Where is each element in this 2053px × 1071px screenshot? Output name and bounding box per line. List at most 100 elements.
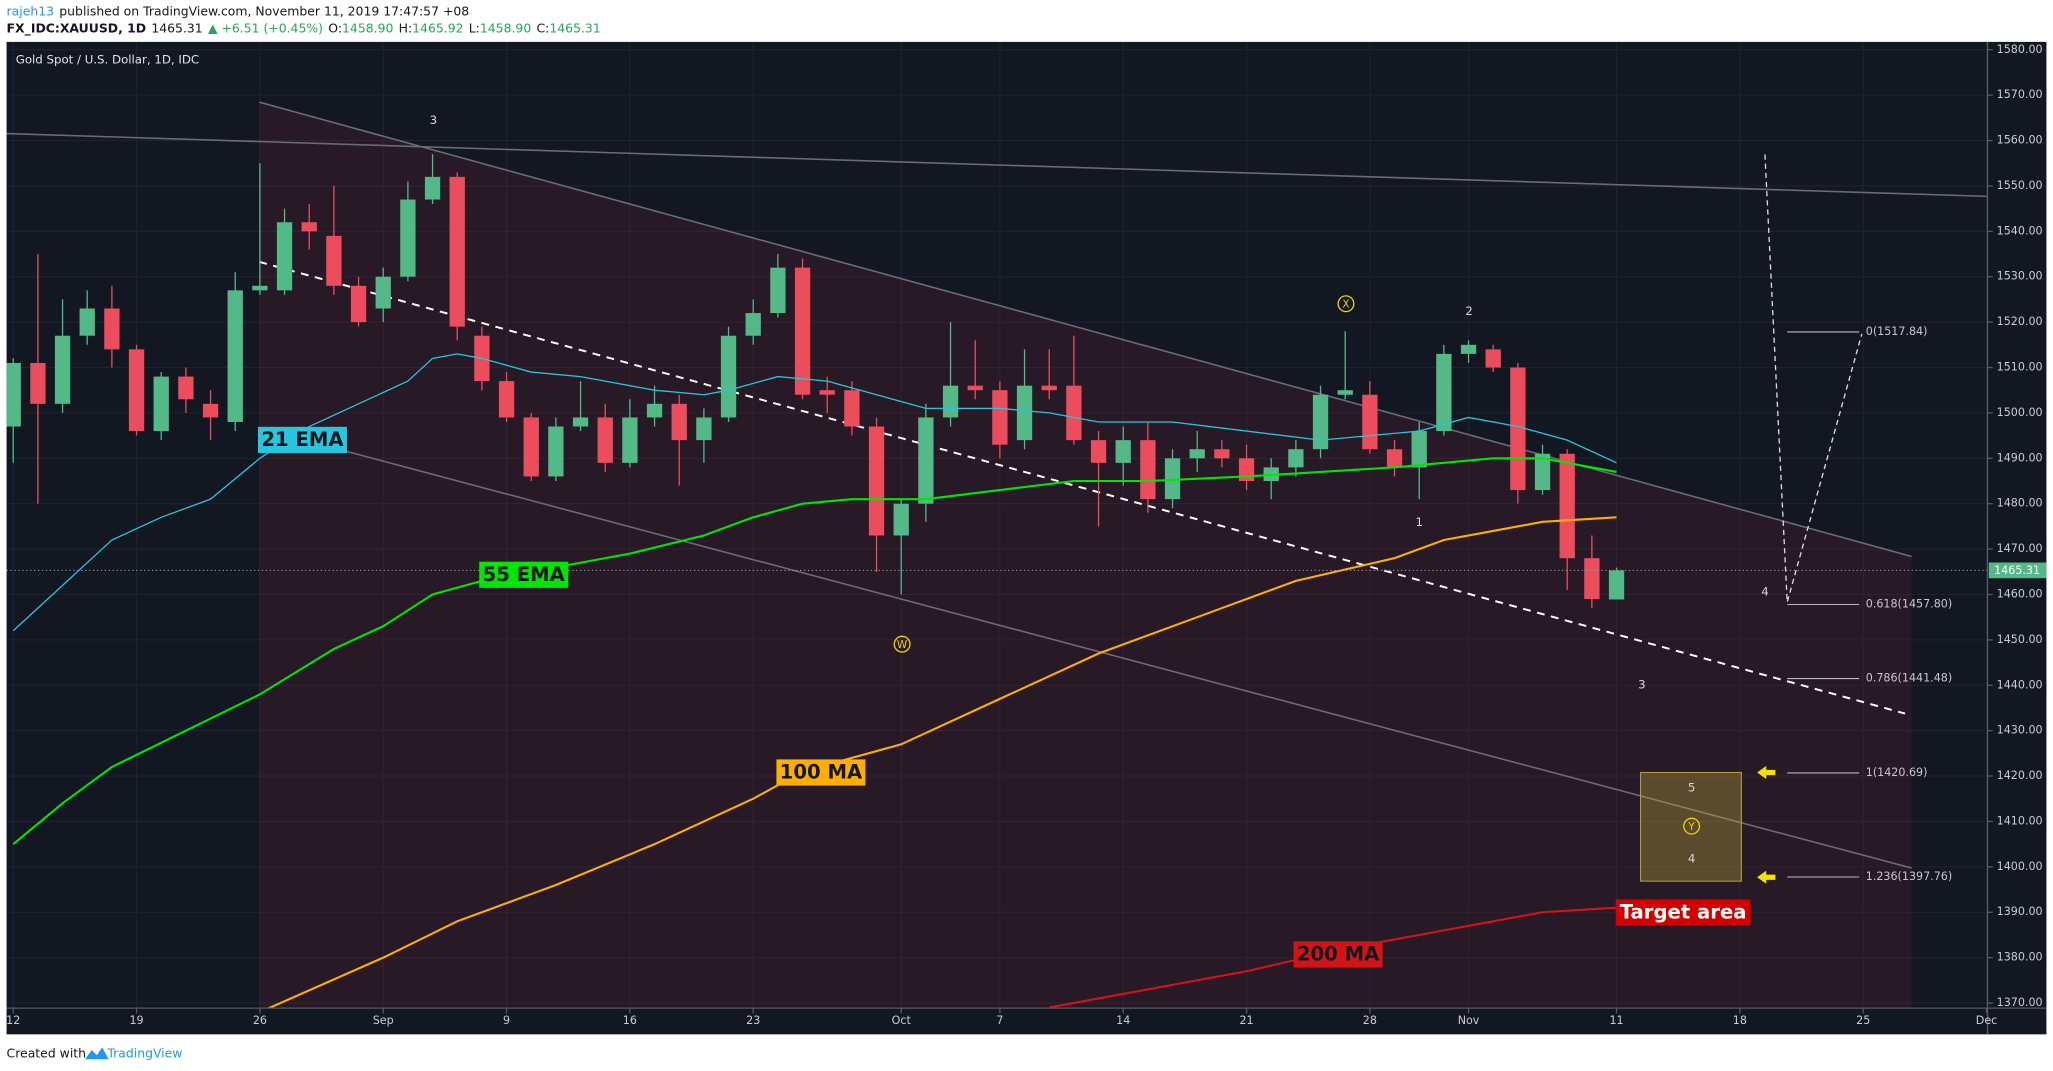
channel-lower: [259, 427, 1912, 869]
arrow: [1757, 765, 1776, 780]
candle-body: [1337, 390, 1353, 395]
candle-body: [498, 381, 515, 418]
candle-body: [967, 385, 983, 391]
candle-body: [819, 390, 835, 395]
target-label: Target area: [1620, 901, 1747, 924]
y-tick-label: 1410.00: [1997, 814, 2043, 827]
change: ▲ +6.51 (+0.45%): [208, 20, 323, 35]
x-tick-label: 18: [1733, 1014, 1747, 1027]
y-tick-label: 1460.00: [1997, 587, 2043, 600]
candle-body: [128, 349, 145, 432]
x-tick-label: 7: [996, 1014, 1003, 1027]
candle-body: [844, 390, 860, 427]
ma-label-bg: [776, 759, 866, 786]
wave-label: 4: [1761, 584, 1769, 598]
candle-body: [572, 417, 589, 427]
fib-label: 0.618(1457.80): [1866, 597, 1952, 610]
candle-body: [1288, 449, 1304, 468]
y-tick-label: 1560.00: [1997, 134, 2043, 147]
candle-body: [770, 267, 786, 314]
candle-body: [868, 426, 885, 536]
price-label: 1465.31: [1994, 564, 2040, 577]
y-tick-label: 1490.00: [1997, 451, 2043, 464]
x-tick-label: Nov: [1458, 1014, 1480, 1027]
chart-title: Gold Spot / U.S. Dollar, 1D, IDC: [16, 53, 199, 67]
y-tick-label: 1480.00: [1997, 497, 2043, 510]
ma-line: [12, 353, 1617, 632]
ohlc-value: 1465.92: [412, 20, 463, 35]
fib-label: 1(1420.69): [1866, 766, 1928, 779]
fib-label: 0.786(1441.48): [1866, 672, 1952, 685]
fib-label: 0(1517.84): [1866, 325, 1928, 338]
y-tick-label: 1500.00: [1997, 406, 2043, 419]
candle-body: [104, 308, 120, 350]
channel-upper: [259, 101, 1912, 558]
last-price: 1465.31: [151, 20, 202, 35]
y-tick-label: 1430.00: [1997, 724, 2043, 737]
candle-body: [178, 376, 194, 400]
candle-body: [942, 385, 959, 418]
candle-body: [523, 417, 539, 477]
y-tick-label: 1570.00: [1997, 88, 2043, 101]
candle-body: [893, 503, 909, 536]
candle-body: [1115, 440, 1131, 463]
ohlc-key: L:: [469, 20, 480, 35]
ma-label: 55 EMA: [483, 563, 566, 586]
x-tick-label: Sep: [373, 1014, 394, 1027]
published: published on TradingView.com, November 1…: [59, 3, 469, 18]
wave-label: X: [1342, 298, 1349, 310]
candle-body: [794, 267, 811, 395]
drawings: [6, 101, 1988, 1009]
y-tick-label: 1580.00: [1997, 43, 2043, 56]
candle-body: [1485, 349, 1501, 368]
footer-brand[interactable]: TradingView: [106, 1045, 182, 1060]
target-label-bg: [1615, 899, 1751, 926]
candle-body: [745, 313, 761, 336]
candle-body: [202, 403, 219, 418]
candle-body: [1140, 440, 1156, 500]
y-tick-label: 1450.00: [1997, 633, 2043, 646]
wave-label: 3: [1638, 677, 1645, 691]
x-tick-label: 26: [253, 1014, 267, 1027]
y-tick-label: 1510.00: [1997, 361, 2043, 374]
candle-body: [400, 199, 416, 277]
candle-body: [252, 285, 268, 291]
candle-body: [1189, 449, 1205, 459]
y-tick-label: 1390.00: [1997, 905, 2043, 918]
candle-body: [54, 335, 71, 404]
dashed-trend: [258, 260, 1906, 715]
y-tick-label: 1470.00: [1997, 542, 2043, 555]
candle-body: [696, 417, 712, 441]
y-tick-label: 1370.00: [1997, 996, 2043, 1009]
candle-body: [301, 222, 317, 232]
ma-label: 21 EMA: [261, 428, 344, 451]
candle-body: [1411, 431, 1427, 468]
candle-body: [671, 403, 687, 441]
wave-label: W: [897, 639, 908, 651]
wave-circle: [1683, 817, 1701, 835]
candle-body: [1090, 440, 1107, 463]
x-tick-label: 21: [1239, 1014, 1253, 1027]
y-tick-label: 1420.00: [1997, 769, 2043, 782]
channel-fill: [259, 102, 1912, 1009]
author[interactable]: rajeh13: [7, 3, 54, 18]
candle-body: [597, 417, 613, 463]
candle-body: [1164, 458, 1181, 500]
x-tick-label: 16: [623, 1014, 637, 1027]
candle-body: [6, 362, 21, 427]
candle-body: [1214, 449, 1230, 459]
candle-body: [1608, 570, 1625, 600]
wave-label: 1: [1416, 515, 1423, 529]
arrow: [1757, 870, 1776, 884]
wave-label: 2: [1465, 304, 1472, 318]
candle-body: [622, 417, 638, 463]
candle-body: [918, 417, 934, 504]
footer-text: Created with: [7, 1045, 86, 1060]
wave-label: Y: [1687, 821, 1695, 833]
candle-body: [424, 176, 441, 200]
x-tick-label: 11: [1609, 1014, 1623, 1027]
ma-line: [266, 516, 1617, 1009]
candle-body: [449, 176, 465, 327]
candle-body: [646, 403, 663, 418]
